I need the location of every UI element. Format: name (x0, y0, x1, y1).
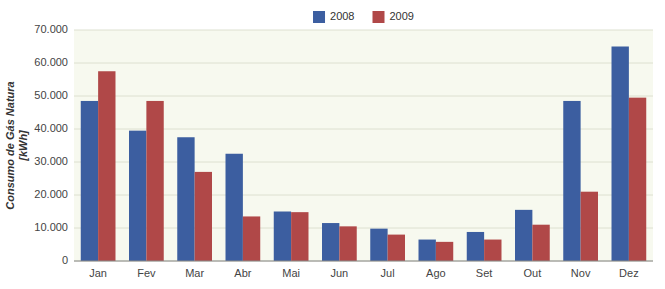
legend-item: 2009 (373, 10, 414, 23)
x-tick-label: Mai (282, 267, 300, 279)
legend-swatch (373, 11, 385, 23)
bar (81, 101, 98, 261)
x-tick-label: Out (524, 267, 542, 279)
grid-line (74, 30, 653, 31)
x-tick-label: Dez (619, 267, 639, 279)
bar (532, 225, 549, 261)
grid-line (74, 63, 653, 64)
bar (419, 240, 436, 261)
y-axis-label: Consumo de Gás Natura[kWh] (4, 81, 29, 209)
y-tick-label: 10.000 (34, 221, 68, 233)
y-tick-label: 0 (62, 254, 68, 266)
bar (563, 101, 580, 261)
legend-label: 2009 (390, 10, 414, 22)
y-axis: 0 10.000 20.000 30.000 40.000 50.000 60.000 70.… (34, 23, 653, 266)
bar (243, 216, 260, 261)
bar (339, 226, 356, 261)
bar (612, 47, 629, 262)
x-tick-label: Mar (185, 267, 204, 279)
legend-swatch (313, 11, 325, 23)
x-axis-line (74, 261, 653, 262)
legend: 2008 2009 (313, 10, 414, 23)
x-tick-label: Jan (89, 267, 107, 279)
grid-line (74, 96, 653, 97)
bar (467, 232, 484, 261)
bar (274, 212, 291, 262)
chart-container: 0 10.000 20.000 30.000 40.000 50.000 60.000 70.… (0, 0, 665, 289)
x-tick-label: Jun (331, 267, 349, 279)
y-tick-label: 20.000 (34, 188, 68, 200)
bar (129, 131, 146, 261)
y-tick-label: 60.000 (34, 56, 68, 68)
bar (629, 98, 646, 261)
x-tick-label: Abr (234, 267, 251, 279)
y-tick-label: 40.000 (34, 122, 68, 134)
bar (195, 172, 212, 261)
x-tick-label: Nov (571, 267, 591, 279)
x-tick-label: Ago (426, 267, 446, 279)
y-tick-label: 70.000 (34, 23, 68, 35)
y-tick-label: 50.000 (34, 89, 68, 101)
legend-item: 2008 (313, 10, 354, 23)
plot-area (74, 30, 653, 261)
x-tick-label: Jul (381, 267, 395, 279)
bar (436, 242, 453, 261)
bar (98, 71, 115, 261)
bar (177, 137, 194, 261)
bar (388, 235, 405, 261)
x-tick-label: Fev (137, 267, 156, 279)
bar (515, 210, 532, 261)
y-tick-label: 30.000 (34, 155, 68, 167)
bars (81, 47, 646, 262)
bar (581, 192, 598, 261)
x-axis: Jan Fev Mar Abr Mai Jun Jul Ago Set Out Nov Dez (74, 261, 653, 279)
bar (322, 223, 339, 261)
bar (146, 101, 163, 261)
bar (484, 240, 501, 261)
bar (291, 212, 308, 261)
bar (370, 229, 387, 261)
x-tick-label: Set (476, 267, 493, 279)
chart: 0 10.000 20.000 30.000 40.000 50.000 60.000 70.… (0, 0, 665, 289)
bar (226, 154, 243, 261)
grid-line (74, 261, 653, 262)
legend-label: 2008 (330, 10, 354, 22)
